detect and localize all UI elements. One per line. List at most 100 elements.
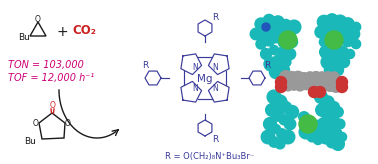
Circle shape	[325, 31, 343, 49]
Circle shape	[299, 115, 317, 133]
Circle shape	[322, 96, 334, 108]
Circle shape	[316, 104, 328, 116]
Circle shape	[332, 138, 344, 150]
Circle shape	[333, 64, 344, 75]
Circle shape	[278, 74, 290, 86]
Circle shape	[270, 65, 283, 79]
Circle shape	[335, 119, 345, 129]
Circle shape	[324, 79, 336, 91]
Circle shape	[307, 81, 317, 91]
Circle shape	[330, 80, 342, 92]
Circle shape	[279, 115, 289, 125]
Circle shape	[257, 25, 271, 39]
Circle shape	[305, 117, 314, 127]
Circle shape	[333, 76, 342, 85]
Circle shape	[281, 102, 291, 112]
Circle shape	[314, 76, 326, 88]
Circle shape	[272, 16, 284, 28]
Circle shape	[250, 28, 262, 40]
Circle shape	[345, 49, 355, 59]
Circle shape	[330, 128, 342, 140]
Circle shape	[314, 86, 325, 98]
Circle shape	[312, 79, 324, 91]
Circle shape	[329, 115, 339, 125]
Circle shape	[287, 20, 301, 34]
Circle shape	[341, 26, 352, 38]
Circle shape	[287, 36, 297, 48]
Text: O: O	[35, 14, 41, 23]
Text: O: O	[33, 119, 39, 127]
Circle shape	[262, 23, 270, 31]
Circle shape	[320, 75, 332, 87]
Circle shape	[349, 28, 359, 40]
Circle shape	[308, 75, 320, 87]
Circle shape	[284, 76, 296, 88]
Text: O: O	[65, 119, 71, 127]
Circle shape	[317, 72, 327, 82]
Circle shape	[322, 72, 334, 84]
Circle shape	[272, 109, 284, 121]
Circle shape	[326, 136, 338, 148]
Circle shape	[322, 109, 334, 121]
Circle shape	[263, 14, 274, 26]
Circle shape	[292, 71, 304, 83]
Text: Bu: Bu	[24, 137, 36, 146]
Text: R: R	[264, 62, 270, 71]
Circle shape	[315, 123, 328, 137]
Text: CO₂: CO₂	[72, 24, 96, 38]
Circle shape	[328, 102, 339, 112]
Circle shape	[326, 76, 338, 88]
Circle shape	[280, 71, 292, 83]
Circle shape	[338, 56, 350, 68]
Circle shape	[264, 57, 278, 71]
Circle shape	[308, 86, 319, 98]
Circle shape	[303, 77, 313, 87]
Circle shape	[296, 77, 308, 89]
Circle shape	[278, 36, 290, 48]
Circle shape	[333, 107, 343, 117]
Text: R: R	[212, 13, 218, 22]
Circle shape	[305, 72, 315, 82]
Text: N: N	[212, 84, 218, 93]
Circle shape	[338, 132, 347, 142]
Circle shape	[271, 33, 281, 43]
Circle shape	[320, 46, 332, 58]
Text: TON = 103,000: TON = 103,000	[8, 60, 84, 70]
Circle shape	[285, 105, 299, 119]
Circle shape	[334, 32, 346, 44]
Circle shape	[341, 33, 355, 47]
Circle shape	[286, 72, 298, 84]
Circle shape	[313, 135, 322, 144]
Circle shape	[282, 29, 294, 41]
Circle shape	[261, 130, 275, 144]
Circle shape	[321, 55, 335, 69]
Circle shape	[329, 72, 339, 82]
Circle shape	[314, 91, 327, 103]
Text: R: R	[212, 135, 218, 144]
Circle shape	[310, 120, 322, 132]
Circle shape	[282, 19, 291, 29]
Circle shape	[266, 104, 278, 116]
Circle shape	[315, 26, 327, 38]
Circle shape	[352, 39, 361, 49]
Circle shape	[351, 22, 361, 32]
Circle shape	[281, 57, 291, 67]
Text: Mg: Mg	[197, 74, 213, 84]
Circle shape	[319, 37, 328, 47]
Circle shape	[279, 31, 297, 49]
Circle shape	[319, 81, 329, 91]
Circle shape	[330, 54, 342, 66]
Circle shape	[269, 137, 279, 147]
Circle shape	[299, 125, 313, 139]
Circle shape	[295, 81, 305, 91]
Text: N: N	[212, 63, 218, 72]
Circle shape	[277, 129, 287, 139]
Text: N: N	[192, 84, 198, 93]
Circle shape	[326, 14, 338, 26]
Circle shape	[299, 112, 309, 122]
Circle shape	[289, 80, 299, 90]
Circle shape	[276, 76, 287, 88]
Circle shape	[329, 45, 339, 55]
Circle shape	[284, 48, 296, 60]
Text: O: O	[50, 101, 56, 110]
